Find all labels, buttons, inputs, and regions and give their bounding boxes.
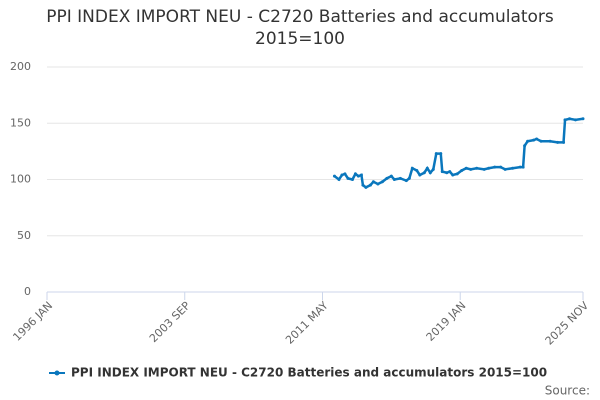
- data-point: [523, 144, 527, 148]
- data-point: [482, 167, 486, 171]
- data-point: [337, 178, 341, 181]
- data-point: [455, 172, 459, 176]
- x-tick-label: 2011 MAY: [283, 299, 331, 347]
- legend-marker: [54, 370, 60, 376]
- data-point: [539, 139, 543, 143]
- data-point: [371, 180, 375, 184]
- legend-label: PPI INDEX IMPORT NEU - C2720 Batteries a…: [71, 366, 547, 380]
- data-point: [574, 118, 578, 122]
- data-point: [434, 152, 438, 156]
- data-point: [380, 180, 384, 184]
- data-point: [431, 167, 435, 171]
- data-point: [487, 166, 491, 170]
- data-point: [581, 117, 585, 121]
- data-point: [398, 176, 402, 180]
- data-point: [425, 166, 429, 170]
- y-tick-label: 200: [10, 60, 31, 73]
- data-point: [562, 140, 566, 144]
- x-tick-label: 2025 NOV: [543, 299, 592, 348]
- x-tick-label: 1996 JAN: [10, 299, 55, 344]
- data-point: [346, 176, 350, 180]
- data-point: [548, 139, 552, 143]
- y-tick-label: 50: [17, 229, 31, 242]
- y-tick-label: 150: [10, 116, 31, 129]
- data-point: [451, 173, 455, 177]
- data-point: [493, 165, 497, 169]
- data-point: [568, 117, 572, 121]
- data-point: [389, 174, 393, 178]
- data-point: [353, 172, 357, 176]
- x-tick-label: 2019 JAN: [424, 299, 469, 344]
- data-point: [404, 179, 408, 183]
- data-point: [563, 118, 567, 122]
- data-point: [359, 173, 363, 177]
- data-point: [410, 166, 414, 170]
- data-point: [385, 176, 389, 180]
- data-point: [469, 167, 473, 171]
- data-point: [418, 173, 422, 177]
- data-point: [343, 172, 347, 176]
- data-point: [368, 183, 372, 187]
- data-point: [448, 170, 452, 174]
- data-point: [503, 167, 507, 171]
- data-point: [460, 169, 464, 172]
- chart-title: PPI INDEX IMPORT NEU - C2720 Batteries a…: [46, 7, 554, 49]
- data-point: [475, 166, 479, 170]
- data-point: [422, 171, 426, 175]
- data-point: [364, 185, 368, 189]
- data-point: [499, 165, 503, 169]
- data-point: [332, 174, 336, 178]
- data-point: [511, 166, 515, 170]
- data-point: [356, 174, 360, 178]
- data-point: [407, 176, 411, 180]
- y-tick-label: 100: [10, 173, 31, 186]
- data-point: [556, 140, 560, 144]
- x-tick-label: 2003 SEP: [147, 299, 193, 345]
- data-point: [340, 173, 344, 177]
- data-point: [464, 166, 468, 170]
- data-point: [521, 165, 525, 169]
- data-point: [376, 182, 380, 186]
- source: Source:: [545, 384, 590, 398]
- data-point: [392, 178, 396, 181]
- data-point: [518, 165, 522, 169]
- data-point: [350, 178, 354, 181]
- y-tick-label: 0: [24, 285, 31, 298]
- data-point: [535, 137, 539, 141]
- data-point: [445, 171, 449, 175]
- data-point: [526, 139, 530, 143]
- data-point: [415, 169, 419, 172]
- data-point: [361, 183, 365, 187]
- data-point: [532, 138, 536, 142]
- data-line: [333, 117, 584, 189]
- data-point: [440, 170, 444, 174]
- data-point: [428, 171, 432, 175]
- data-point: [439, 152, 443, 156]
